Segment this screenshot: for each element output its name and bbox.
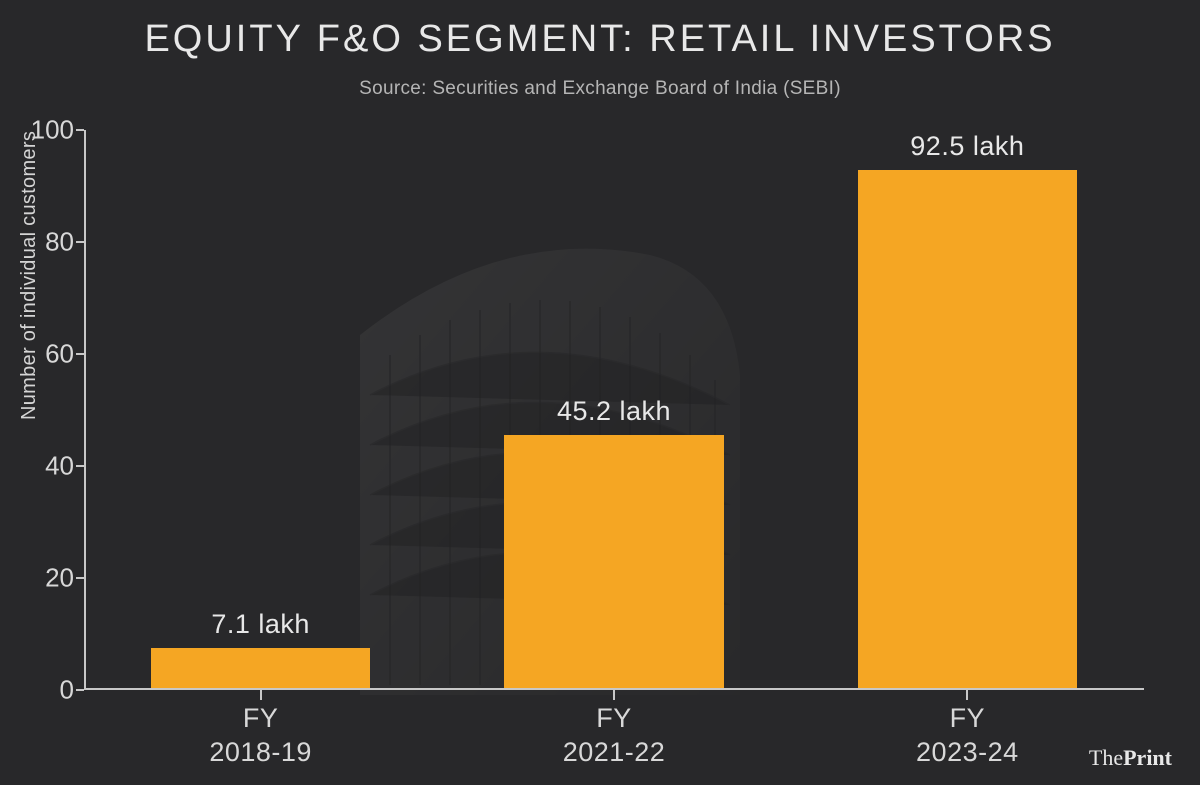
y-tick-label: 100: [14, 115, 74, 146]
y-axis-label: Number of individual customers: [18, 131, 41, 420]
y-tick-mark: [76, 129, 84, 131]
attribution-bold: Print: [1123, 745, 1172, 770]
y-tick-label: 80: [14, 227, 74, 258]
attribution-thin: The: [1089, 745, 1123, 770]
y-tick-mark: [76, 577, 84, 579]
y-tick-label: 60: [14, 339, 74, 370]
x-tick-mark: [260, 690, 262, 700]
bar-value-label: 45.2 lakh: [557, 396, 671, 427]
chart-title: EQUITY F&O SEGMENT: RETAIL INVESTORS: [0, 18, 1200, 61]
x-tick-mark: [613, 690, 615, 700]
y-tick-label: 40: [14, 451, 74, 482]
bar-value-label: 7.1 lakh: [211, 609, 310, 640]
x-tick-mark: [966, 690, 968, 700]
bar-value-label: 92.5 lakh: [910, 131, 1024, 162]
x-category-label: FY2023-24: [916, 702, 1019, 770]
y-tick-mark: [76, 689, 84, 691]
bar: [858, 170, 1077, 688]
bar: [151, 648, 370, 688]
y-tick-mark: [76, 465, 84, 467]
x-category-label: FY2021-22: [563, 702, 666, 770]
x-category-label: FY2018-19: [209, 702, 312, 770]
y-tick-label: 20: [14, 563, 74, 594]
y-axis-line: [84, 130, 86, 690]
bar-chart: 0204060801007.1 lakhFY2018-1945.2 lakhFY…: [84, 130, 1144, 690]
chart-subtitle: Source: Securities and Exchange Board of…: [0, 78, 1200, 100]
attribution-logo: ThePrint: [1089, 745, 1172, 771]
bar: [504, 435, 723, 688]
y-tick-mark: [76, 241, 84, 243]
y-tick-mark: [76, 353, 84, 355]
y-tick-label: 0: [14, 675, 74, 706]
